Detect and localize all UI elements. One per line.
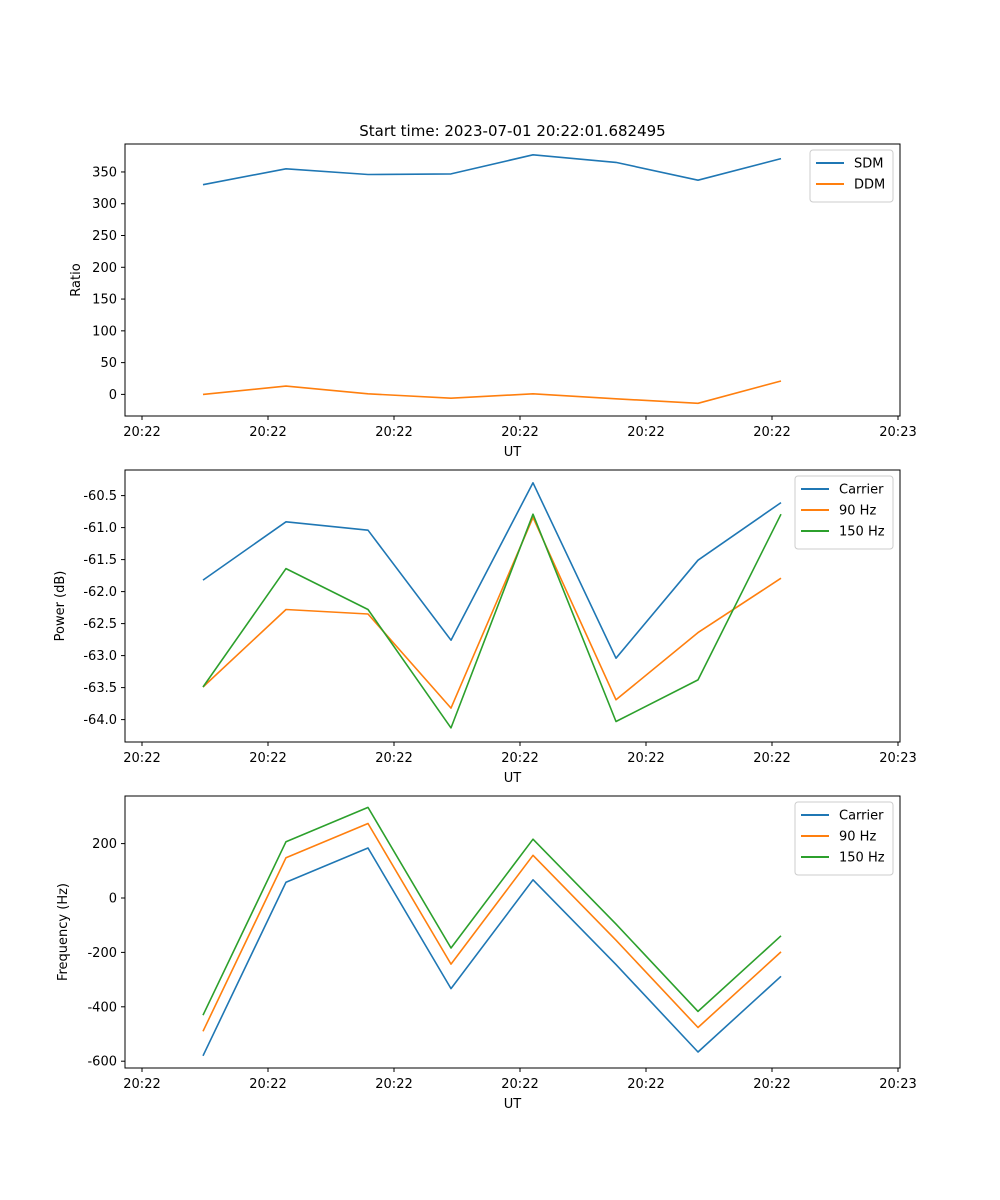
x-tick-label: 20:22	[375, 425, 412, 440]
y-tick-label: -61.0	[83, 521, 117, 536]
x-tick-label: 20:22	[627, 1077, 664, 1092]
y-tick-label: -60.5	[83, 489, 117, 504]
legend-label: 150 Hz	[839, 525, 885, 540]
y-tick-label: 0	[109, 388, 117, 403]
y-tick-label: 200	[92, 261, 117, 276]
y-tick-label: 0	[109, 892, 117, 907]
x-tick-label: 20:22	[249, 751, 286, 766]
x-tick-label: 20:22	[375, 751, 412, 766]
y-tick-label: 50	[100, 356, 117, 371]
y-tick-label: 350	[92, 165, 117, 180]
y-axis-label: Frequency (Hz)	[56, 883, 71, 981]
series-line-ddm	[202, 380, 782, 405]
legend-label: SDM	[854, 157, 883, 172]
axes-frame	[124, 143, 901, 417]
x-tick-label: 20:23	[879, 1077, 916, 1092]
x-tick-label: 20:22	[123, 751, 160, 766]
legend-label: DDM	[854, 178, 885, 193]
x-tick-label: 20:22	[375, 1077, 412, 1092]
chart-2: -64.0 -63.5 -63.0 -62.5 -62.0 -61.5 -61.0 -60.5…	[53, 469, 917, 786]
y-tick-label: -62.0	[83, 585, 117, 600]
legend-label: 90 Hz	[839, 504, 876, 519]
chart-title: Start time: 2023-07-01 20:22:01.682495	[359, 122, 665, 140]
y-tick-label: -63.5	[83, 681, 117, 696]
chart-3: -600 -400 -200 0 200 20:22 20:22 20:22 20:22 20:2…	[56, 795, 917, 1112]
x-tick-label: 20:22	[123, 1077, 160, 1092]
y-tick-label: 250	[92, 229, 117, 244]
y-tick-label: 200	[92, 837, 117, 852]
legend-label: 150 Hz	[839, 851, 885, 866]
y-tick-label: -64.0	[83, 713, 117, 728]
legend-label: 90 Hz	[839, 830, 876, 845]
y-tick-label: -61.5	[83, 553, 117, 568]
y-tick-label: -400	[87, 1000, 117, 1015]
axes-frame	[124, 469, 901, 743]
series-line-sdm	[202, 154, 782, 186]
y-tick-label: -600	[87, 1055, 117, 1070]
x-tick-label: 20:22	[501, 425, 538, 440]
x-tick-label: 20:22	[627, 425, 664, 440]
x-axis-label: UT	[504, 1097, 522, 1112]
series-line-carrier	[202, 481, 782, 660]
legend-label: Carrier	[839, 809, 884, 824]
series-line-carrier	[202, 847, 782, 1057]
x-tick-label: 20:22	[753, 425, 790, 440]
y-axis-label: Power (dB)	[53, 571, 68, 642]
x-tick-label: 20:22	[249, 1077, 286, 1092]
y-tick-label: 300	[92, 197, 117, 212]
x-tick-label: 20:22	[753, 1077, 790, 1092]
axes-frame	[124, 795, 901, 1069]
y-tick-label: 150	[92, 293, 117, 308]
x-axis-label: UT	[504, 771, 522, 786]
legend: Carrier 90 Hz 150 Hz	[794, 801, 894, 876]
x-tick-label: 20:22	[501, 751, 538, 766]
x-tick-label: 20:23	[879, 751, 916, 766]
series-line-90-hz	[202, 516, 782, 709]
chart-1: Start time: 2023-07-01 20:22:01.682495 0 5…	[69, 122, 917, 460]
x-tick-label: 20:22	[627, 751, 664, 766]
legend: Carrier 90 Hz 150 Hz	[794, 475, 894, 550]
x-tick-label: 20:22	[123, 425, 160, 440]
y-axis-label: Ratio	[69, 263, 84, 296]
y-tick-label: 100	[92, 324, 117, 339]
series-line-90-hz	[202, 822, 782, 1032]
x-tick-label: 20:22	[753, 751, 790, 766]
legend-label: Carrier	[839, 483, 884, 498]
y-tick-label: -200	[87, 946, 117, 961]
y-tick-label: -63.0	[83, 649, 117, 664]
x-tick-label: 20:23	[879, 425, 916, 440]
series-line-150-hz	[202, 513, 782, 729]
series-line-150-hz	[202, 806, 782, 1016]
legend: SDM DDM	[809, 149, 894, 203]
x-tick-label: 20:22	[501, 1077, 538, 1092]
x-tick-label: 20:22	[249, 425, 286, 440]
y-tick-label: -62.5	[83, 617, 117, 632]
x-axis-label: UT	[504, 445, 522, 460]
